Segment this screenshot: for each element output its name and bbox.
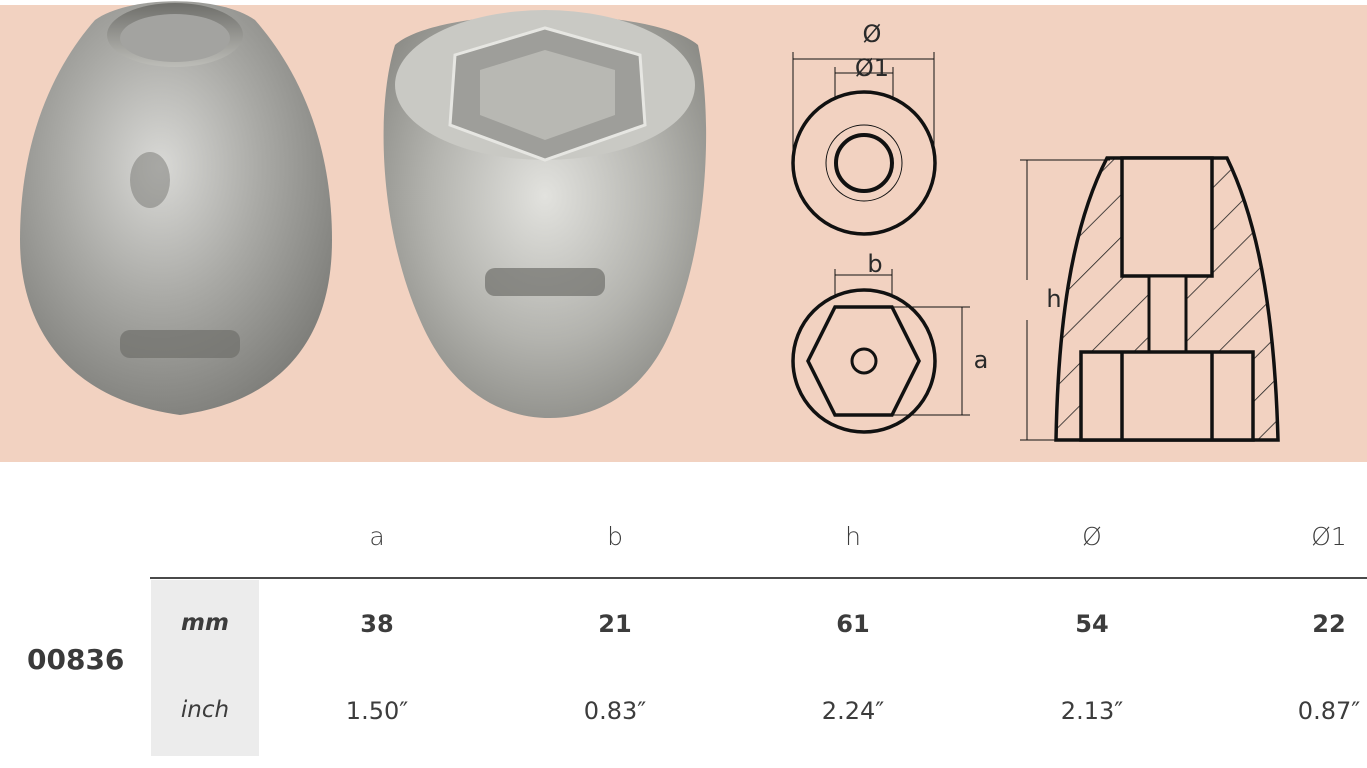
table-header-divider bbox=[150, 577, 1367, 579]
column-header-diameter: Ø bbox=[1082, 522, 1102, 551]
table-cell: 61 bbox=[836, 610, 870, 638]
table-cell: 2.13″ bbox=[1060, 697, 1124, 725]
table-cell: 22 bbox=[1312, 610, 1346, 638]
unit-mm: mm bbox=[181, 610, 229, 636]
unit-inch: inch bbox=[180, 697, 230, 723]
table-cell: 0.87″ bbox=[1297, 697, 1361, 725]
table-cell: 0.83″ bbox=[583, 697, 647, 725]
b-label: b bbox=[867, 250, 882, 278]
section-view-diagram bbox=[1020, 156, 1280, 442]
column-header-diameter1: Ø1 bbox=[1311, 522, 1347, 551]
column-header-h: h bbox=[845, 522, 861, 551]
product-illustrations: Ø Ø1 b a h bbox=[20, 1, 1280, 442]
unit-column bbox=[151, 580, 259, 756]
table-cell: 21 bbox=[598, 610, 632, 638]
diameter-label: Ø bbox=[863, 20, 882, 48]
column-header-a: a bbox=[369, 522, 385, 551]
bottom-view-diagram bbox=[791, 269, 970, 434]
table-cell: 1.50″ bbox=[345, 697, 409, 725]
top-view-diagram bbox=[791, 52, 937, 236]
table-cell: 54 bbox=[1075, 610, 1109, 638]
table-cell: 38 bbox=[360, 610, 394, 638]
anode-photo-hex-bore bbox=[383, 10, 707, 418]
diameter1-label: Ø1 bbox=[855, 54, 889, 82]
a-label: a bbox=[974, 346, 989, 374]
anode-photo-round-bore bbox=[20, 1, 332, 415]
table-cell: 2.24″ bbox=[821, 697, 885, 725]
h-label: h bbox=[1046, 285, 1061, 313]
product-code: 00836 bbox=[27, 643, 125, 676]
column-header-b: b bbox=[607, 522, 623, 551]
